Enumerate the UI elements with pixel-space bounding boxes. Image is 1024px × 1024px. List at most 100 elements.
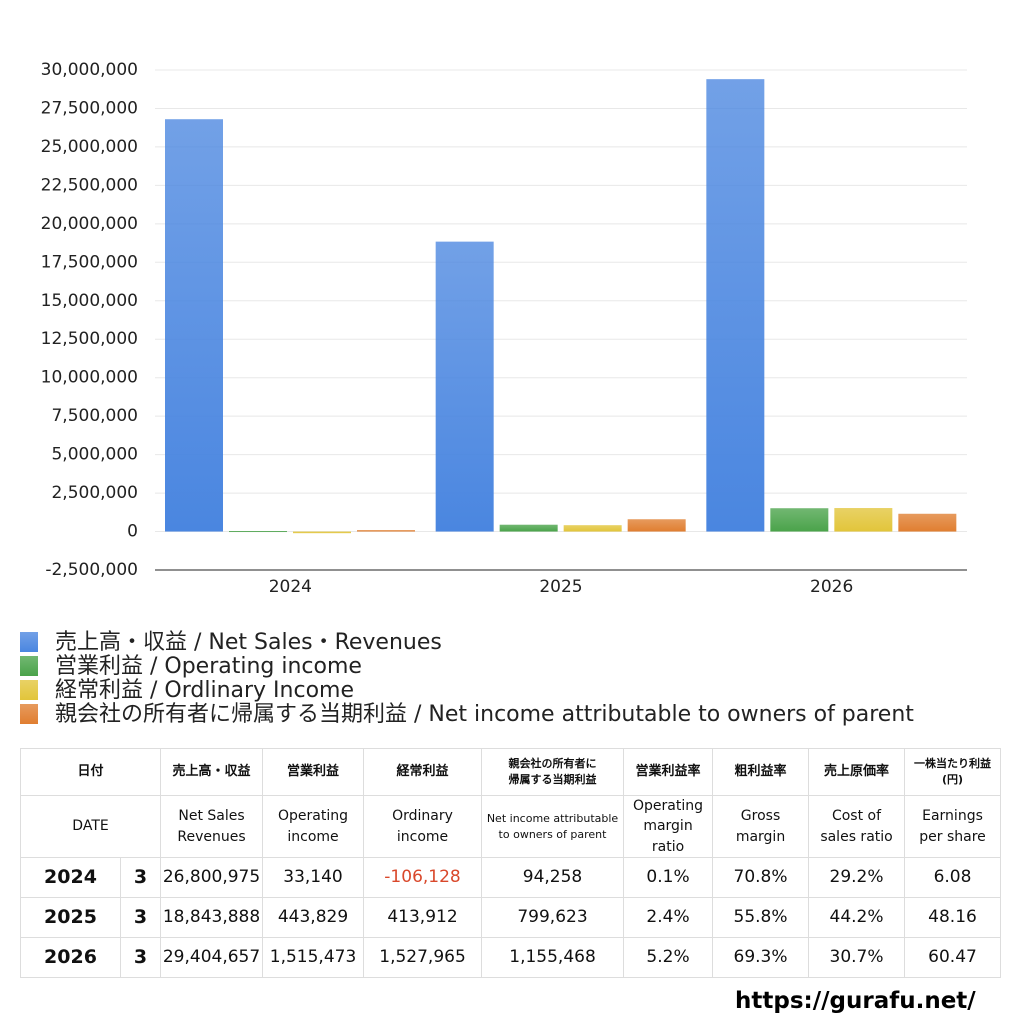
header-cell: 一株当たり利益 (円) [904,748,1002,796]
data-cell: 3 [119,897,162,938]
data-table: 日付 売上高・収益 営業利益 経常利益 親会社の所有者に 帰属する当期利益 営業利益率 粗利益… [19,748,1002,978]
header-cell: Operating income [262,795,365,858]
bar [563,525,622,532]
header-cell: Net income attributable to owners of pare… [481,795,625,858]
y-tick-label: 20,000,000 [41,214,138,234]
header-text: 売上高・収益 [172,763,251,779]
header-text: Cost of [831,808,882,825]
legend-label: 売上高・収益 / Net Sales・Revenues [55,630,442,655]
data-cell: 1,515,473 [262,937,365,978]
header-text: (円) [941,773,964,786]
data-cell: 6.08 [904,857,1002,898]
bar [499,524,558,532]
y-tick-label: 7,500,000 [51,406,138,426]
data-cell: 55.8% [712,897,810,938]
data-cell: 26,800,975 [160,857,264,898]
header-text: 営業利益 [287,763,340,779]
legend-swatch [20,704,38,724]
data-row: 2025 3 18,843,888 443,829 413,912 799,623 2.4%… [20,897,1002,938]
data-cell: 3 [119,857,162,898]
data-cell: 48.16 [904,897,1002,938]
y-tick-label: 25,000,000 [41,137,138,157]
header-text: 売上原価率 [824,763,890,779]
header-text: DATE [72,818,109,835]
header-text: 粗利益率 [734,763,787,779]
data-cell: 44.2% [808,897,906,938]
header-cell: Gross margin [712,795,810,858]
data-cell: 30.7% [808,937,906,978]
y-tick-label: 12,500,000 [41,329,138,349]
data-cell: 29.2% [808,857,906,898]
header-text: margin [643,818,693,835]
header-text: Ordinary [392,808,453,825]
bar [627,519,686,532]
data-cell: 1,155,468 [481,937,625,978]
legend-swatch [20,680,38,700]
y-tick-label: 17,500,000 [41,252,138,272]
data-cell: 2024 [20,857,121,898]
data-cell: 3 [119,937,162,978]
legend-swatch [20,656,38,676]
bar [357,530,415,532]
bar [435,241,494,532]
bar [229,531,287,533]
header-cell: 売上高・収益 [160,748,264,796]
bar [706,79,765,532]
legend-label: 親会社の所有者に帰属する当期利益 / Net income attributab… [55,702,914,727]
data-cell: 0.1% [623,857,714,898]
bar [293,531,351,534]
data-cell: 2025 [20,897,121,938]
header-row: DATE Net Sales Revenues Operating income Ordi… [19,795,1002,858]
x-tick-label: 2026 [810,577,853,597]
chart: -2,500,000 0 2,500,000 5,000,000 7,500,000 10… [20,60,967,727]
header-cell: Operating margin ratio [623,795,714,858]
header-text: income [396,828,449,845]
data-cell: 5.2% [623,937,714,978]
header-text: to owners of parent [498,827,607,841]
header-cell: 粗利益率 [712,748,810,796]
header-cell: DATE [19,795,162,858]
header-text: 一株当たり利益 [914,757,992,771]
header-text: sales ratio [820,828,893,845]
header-text: Net income attributable [486,811,619,825]
data-cell: 2026 [20,937,121,978]
data-cell: 799,623 [481,897,625,938]
header-text: per share [919,828,986,845]
source-url: https://gurafu.net/ [735,988,976,1014]
data-cell: 2.4% [623,897,714,938]
header-cell: 営業利益率 [623,748,714,796]
legend-swatch [20,632,38,652]
header-cell: 親会社の所有者に 帰属する当期利益 [481,748,625,796]
header-cell: 日付 [19,748,162,796]
header-cell: Net Sales Revenues [160,795,264,858]
data-cell: 94,258 [481,857,625,898]
data-cell: 69.3% [712,937,810,978]
header-text: Earnings [922,808,983,825]
data-row: 2026 3 29,404,657 1,515,473 1,527,965 1,155,4… [20,937,1002,978]
header-text: Operating [633,798,704,815]
header-text: income [287,828,339,845]
header-row: 日付 売上高・収益 営業利益 経常利益 親会社の所有者に 帰属する当期利益 営業利益率 粗利益… [19,748,1002,796]
header-text: margin [735,828,786,845]
y-tick-label: 15,000,000 [41,291,138,311]
header-text: Gross [740,808,781,825]
data-cell: -106,128 [363,857,483,898]
legend-label: 経常利益 / Ordlinary Income [55,678,354,703]
header-text: Operating [278,808,349,825]
data-cell: 1,527,965 [363,937,483,978]
data-cell: 29,404,657 [160,937,264,978]
header-text: ratio [651,838,685,855]
bar [898,513,957,532]
header-cell: 売上原価率 [808,748,906,796]
data-cell: 413,912 [363,897,483,938]
header-cell: Ordinary income [363,795,483,858]
y-tick-label: 0 [127,522,138,542]
header-text: 親会社の所有者に [508,757,597,771]
x-tick-label: 2025 [539,577,582,597]
header-cell: Earnings per share [904,795,1002,858]
header-cell: 経常利益 [363,748,483,796]
header-text: 経常利益 [396,763,449,779]
y-tick-label: 5,000,000 [51,445,138,465]
y-tick-label: -2,500,000 [45,560,138,580]
